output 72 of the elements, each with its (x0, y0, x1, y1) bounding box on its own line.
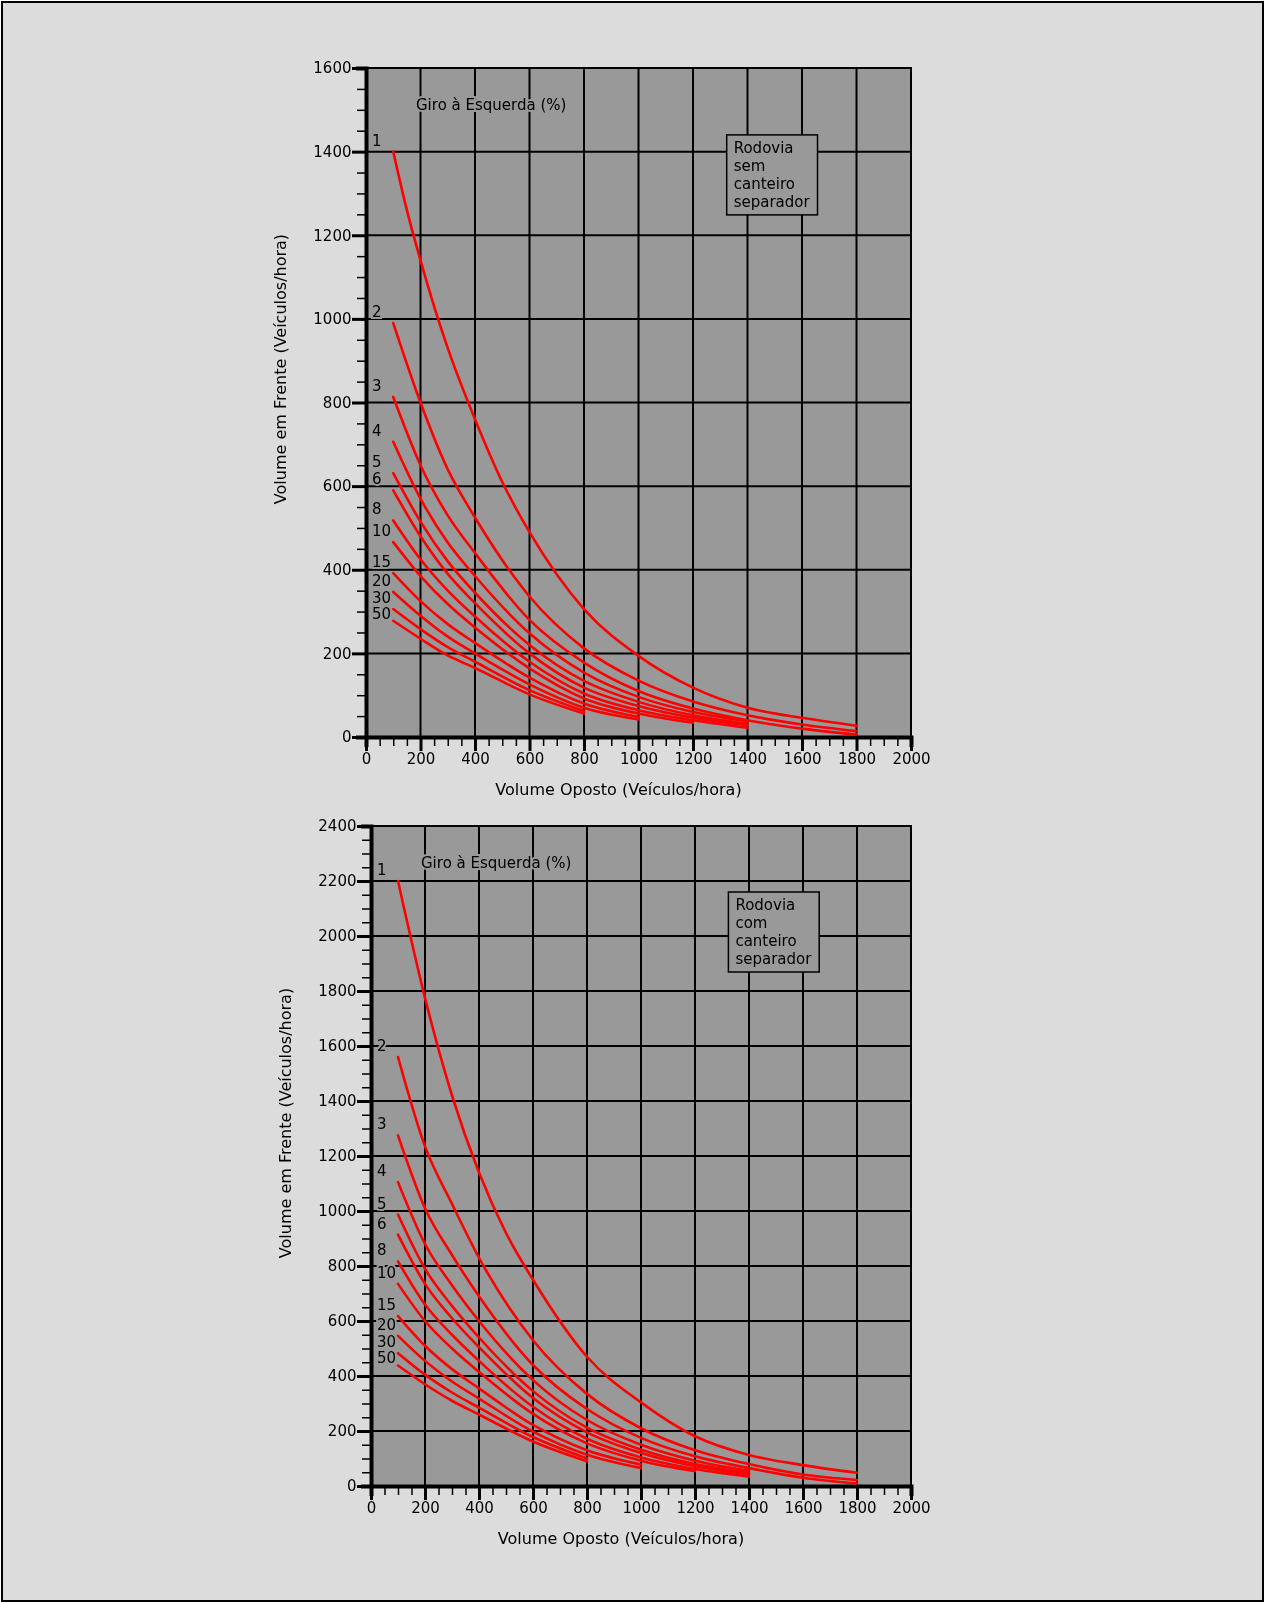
x-tick-label: 1400 (730, 1498, 769, 1517)
series-label: 10 (372, 522, 392, 541)
y-axis-title: Volume em Frente (Veículos/hora) (271, 233, 290, 505)
series-label: 6 (377, 1214, 387, 1233)
series-label: 6 (372, 470, 382, 489)
x-tick-label: 800 (573, 1498, 602, 1517)
series-label: 2 (372, 303, 382, 322)
series-label: 20 (372, 571, 392, 590)
y-tick-label: 2000 (318, 927, 357, 946)
x-tick-label: 800 (570, 749, 599, 768)
series-label: 10 (377, 1263, 397, 1282)
y-tick-label: 600 (327, 1312, 357, 1331)
x-tick-label: 600 (515, 749, 545, 768)
series-label: 8 (377, 1241, 387, 1260)
y-axis-title: Volume em Frente (Veículos/hora) (276, 987, 295, 1259)
x-tick-label: 1600 (784, 1498, 823, 1517)
y-tick-label: 0 (346, 1477, 357, 1496)
series-label: 15 (372, 553, 392, 572)
x-tick-label: 600 (519, 1498, 548, 1517)
y-tick-label: 0 (341, 728, 352, 747)
x-axis-title: Volume Oposto (Veículos/hora) (495, 780, 742, 799)
y-tick-label: 400 (327, 1367, 357, 1386)
y-tick-label: 1400 (313, 142, 352, 161)
series-label: 3 (377, 1115, 387, 1134)
x-tick-label: 400 (465, 1498, 494, 1517)
y-tick-label: 1200 (313, 226, 352, 245)
x-tick-label: 400 (461, 749, 490, 768)
x-tick-label: 0 (366, 1498, 377, 1517)
y-tick-label: 800 (322, 393, 352, 412)
y-tick-label: 1200 (318, 1147, 357, 1166)
series-label: 4 (372, 421, 382, 440)
series-label: 30 (372, 589, 392, 608)
x-tick-label: 1000 (619, 749, 659, 768)
x-tick-label: 200 (411, 1498, 440, 1517)
y-tick-label: 1000 (318, 1202, 357, 1221)
y-tick-label: 200 (327, 1422, 357, 1441)
x-tick-label: 1800 (838, 1498, 877, 1517)
series-label: 3 (372, 377, 382, 396)
x-tick-label: 1200 (676, 1498, 715, 1517)
y-tick-label: 600 (322, 477, 352, 496)
x-tick-label: 1600 (783, 749, 822, 768)
y-tick-label: 1400 (318, 1092, 357, 1111)
annotation: Rodovia com canteiro separador (735, 896, 813, 968)
series-label: 8 (372, 500, 382, 519)
annotation: Rodovia sem canteiro separador (733, 138, 811, 211)
y-tick-label: 400 (322, 561, 352, 580)
series-label: 50 (377, 1349, 397, 1368)
y-tick-label: 1600 (318, 1037, 357, 1056)
y-tick-label: 1800 (318, 982, 357, 1001)
x-tick-label: 1800 (837, 749, 877, 768)
y-tick-label: 200 (322, 644, 352, 663)
series-label: 15 (377, 1296, 397, 1315)
y-tick-label: 1000 (313, 310, 352, 329)
series-label: 4 (377, 1162, 387, 1181)
y-tick-label: 1600 (313, 59, 352, 78)
x-tick-label: 1000 (622, 1498, 661, 1517)
x-axis-title: Volume Oposto (Veículos/hora) (497, 1529, 745, 1548)
series-label: 5 (372, 453, 382, 472)
x-tick-label: 1400 (728, 749, 768, 768)
y-tick-label: 2200 (318, 872, 357, 891)
y-tick-label: 800 (327, 1257, 357, 1276)
series-label: 30 (377, 1333, 397, 1352)
x-tick-label: 0 (361, 749, 372, 768)
x-tick-label: 2000 (892, 1498, 931, 1517)
x-tick-label: 200 (406, 749, 436, 768)
series-label: 50 (372, 605, 392, 624)
series-label: 1 (372, 131, 382, 150)
x-tick-label: 2000 (892, 749, 931, 768)
series-label: 1 (377, 861, 387, 879)
y-tick-label: 2400 (318, 817, 357, 836)
x-tick-label: 1200 (674, 749, 713, 768)
series-label: 5 (377, 1194, 387, 1213)
